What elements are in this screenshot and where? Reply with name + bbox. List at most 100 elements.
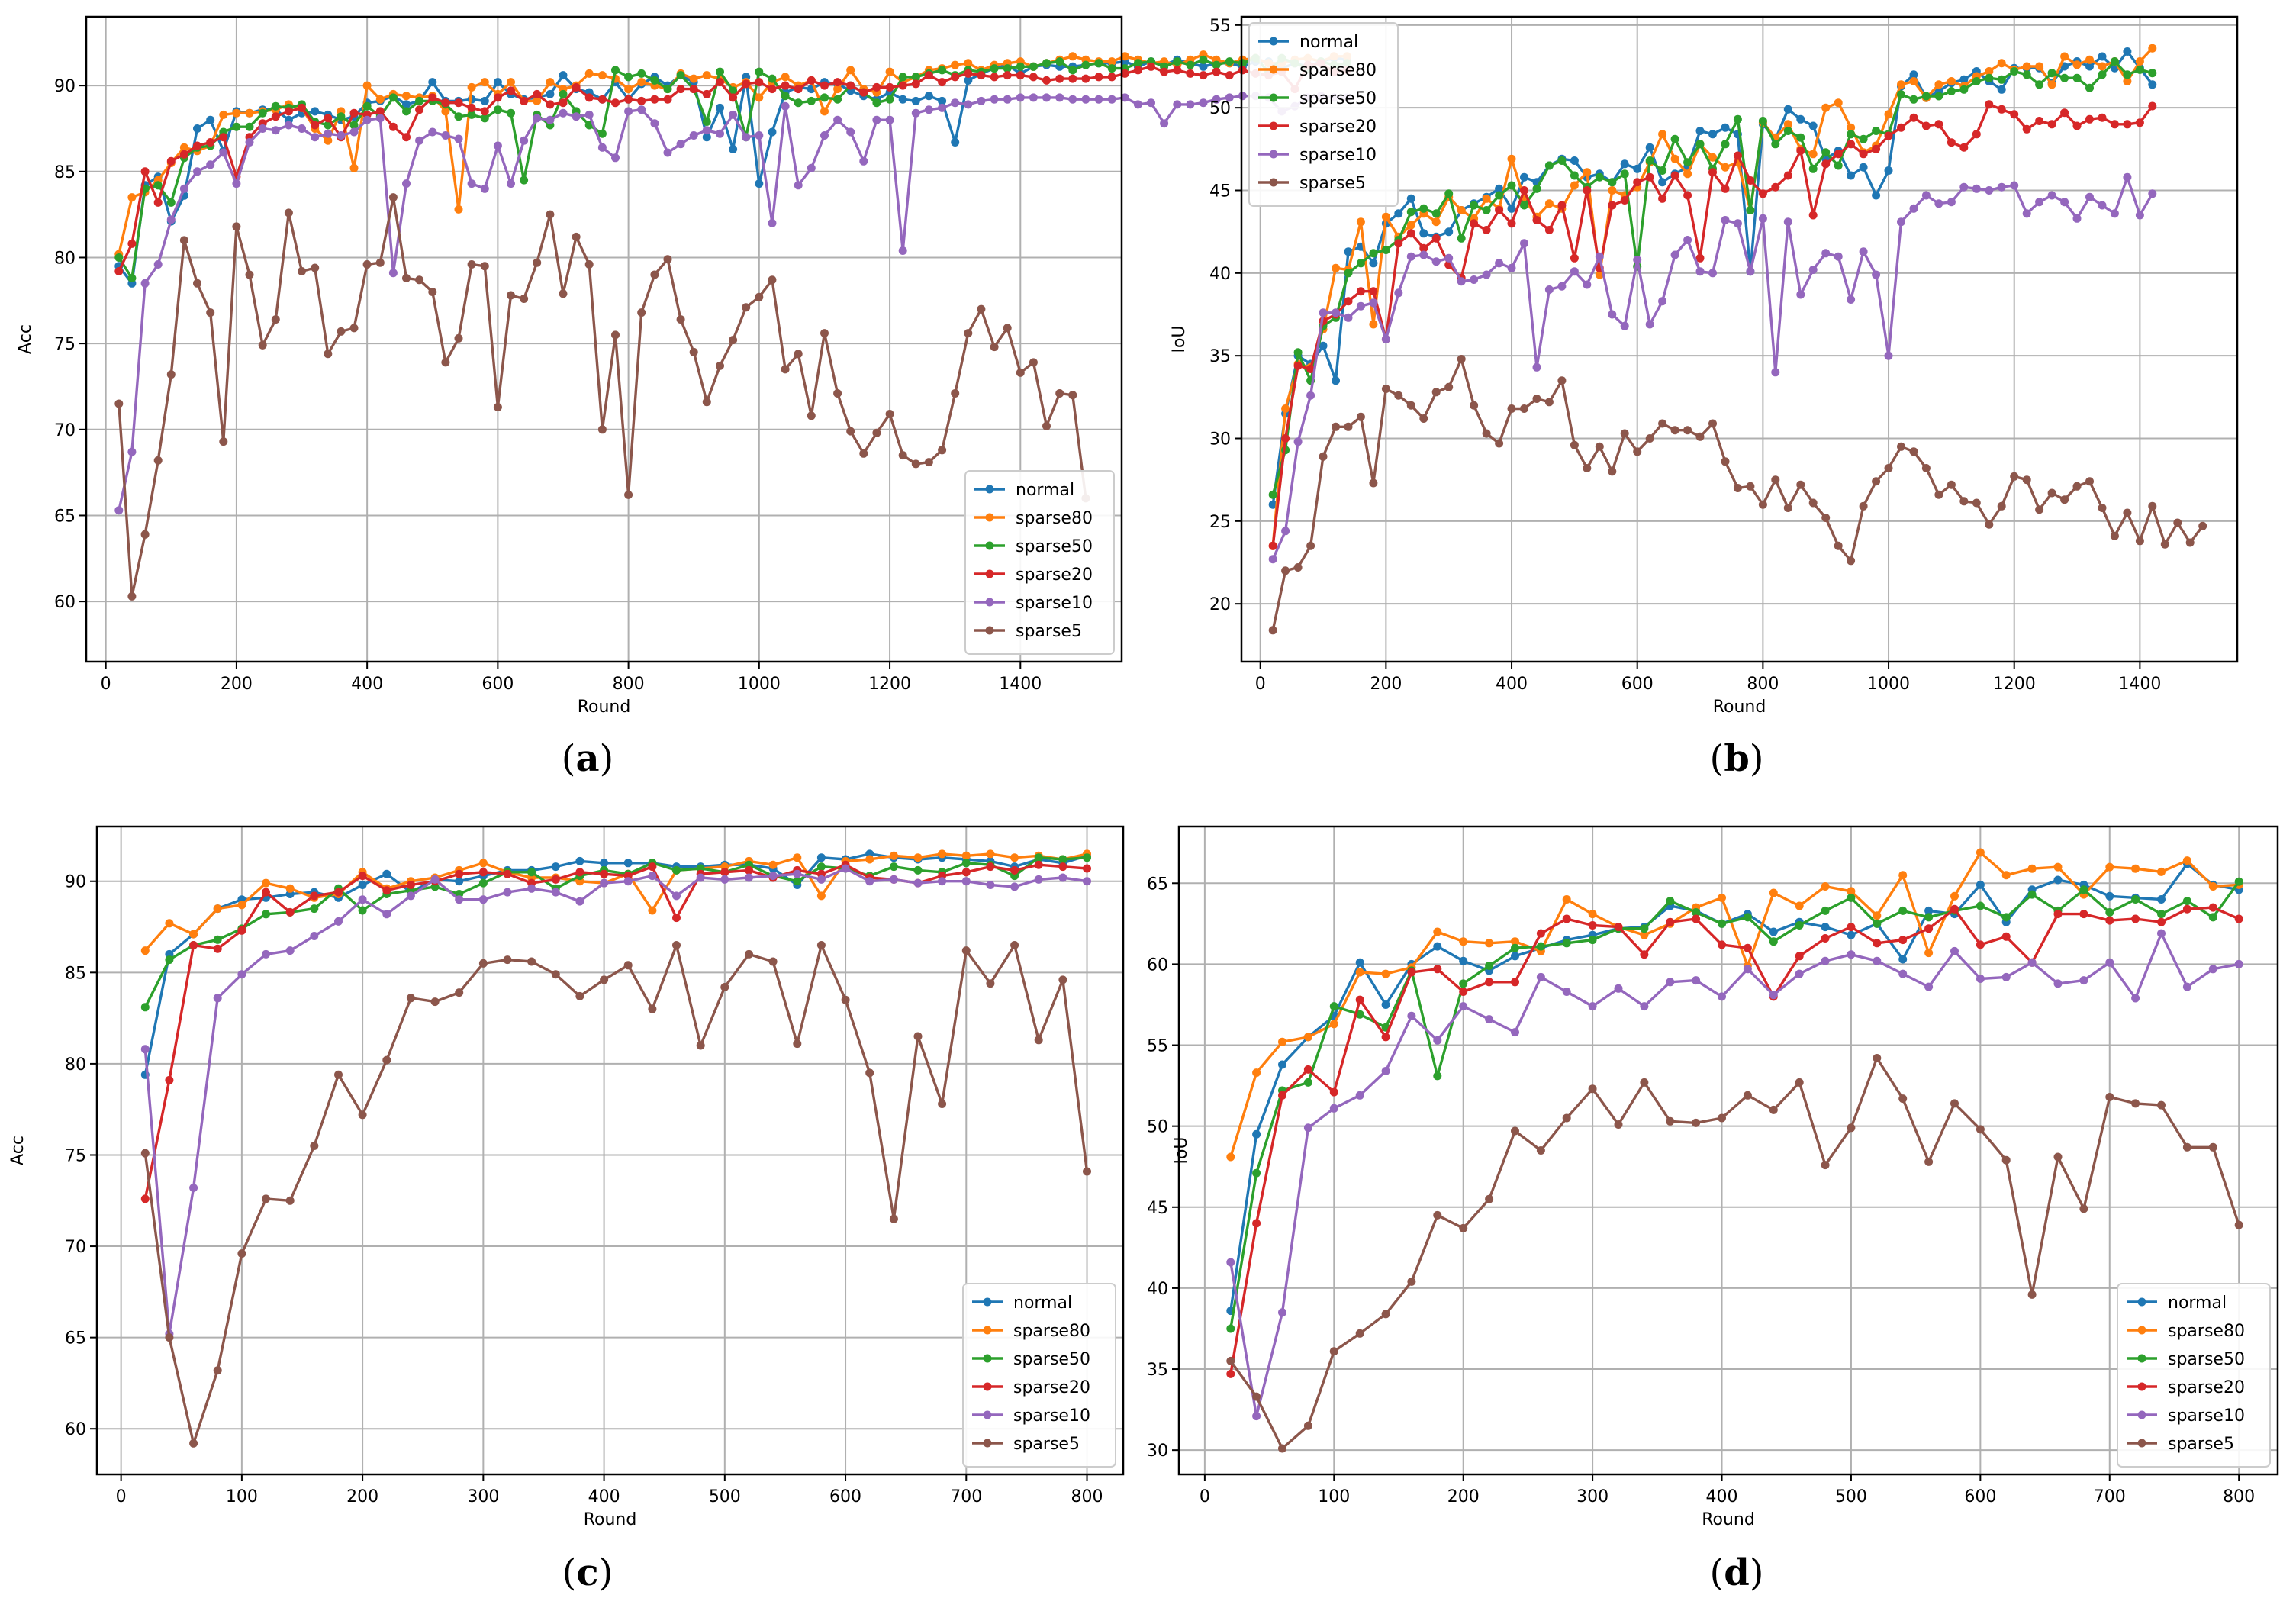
legend: normal sparse80 sparse50 sparse20 sparse10 sp…	[964, 470, 1115, 655]
data-point	[1583, 186, 1592, 195]
data-point	[1147, 62, 1155, 71]
data-point	[2157, 1100, 2166, 1110]
data-point	[885, 95, 894, 104]
data-point	[311, 121, 320, 130]
data-point	[1303, 1078, 1312, 1087]
legend-swatch-marker	[983, 1354, 992, 1363]
data-point	[1507, 404, 1516, 413]
data-point	[206, 308, 215, 317]
data-point	[2053, 875, 2063, 884]
data-point	[1459, 1223, 1468, 1232]
x-tick-label: 400	[351, 675, 383, 694]
data-point	[648, 872, 657, 881]
data-point	[1507, 204, 1516, 213]
x-tick-label: 0	[101, 675, 111, 694]
legend-swatch-marker	[983, 1326, 992, 1335]
y-tick-label: 60	[54, 593, 76, 612]
x-tick-label: 500	[709, 1487, 741, 1506]
data-point	[729, 86, 738, 95]
data-point	[1976, 880, 1985, 889]
data-point	[2047, 488, 2056, 498]
data-point	[1959, 75, 1969, 84]
data-point	[1199, 98, 1208, 108]
data-point	[1394, 391, 1403, 400]
data-point	[575, 868, 584, 877]
data-point	[1847, 930, 1856, 939]
data-point	[1608, 201, 1617, 210]
data-point	[551, 888, 560, 897]
y-tick-label: 70	[54, 421, 76, 440]
data-point	[1795, 969, 1804, 978]
data-point	[1645, 434, 1654, 443]
data-point	[1356, 218, 1365, 227]
data-point	[1520, 404, 1528, 413]
data-point	[611, 153, 620, 163]
data-point	[600, 859, 609, 868]
data-point	[1212, 67, 1221, 76]
data-point	[807, 411, 816, 420]
data-point	[285, 884, 295, 893]
data-point	[584, 69, 594, 78]
data-point	[454, 112, 463, 121]
panel-caption: (b)	[1709, 737, 1763, 780]
data-point	[1226, 1356, 1235, 1365]
data-point	[964, 100, 973, 109]
y-tick-label: 90	[65, 873, 86, 892]
data-point	[1796, 480, 1805, 489]
data-point	[1808, 150, 1818, 159]
data-point	[1909, 113, 1918, 122]
data-point	[2035, 505, 2044, 514]
data-point	[1620, 160, 1629, 169]
data-point	[1683, 169, 1692, 179]
data-point	[2001, 871, 2011, 880]
data-point	[232, 122, 241, 131]
data-point	[2110, 209, 2119, 218]
data-point	[430, 875, 440, 884]
data-point	[311, 133, 320, 142]
data-point	[1562, 939, 1571, 948]
data-point	[1344, 297, 1353, 306]
data-point	[1459, 979, 1468, 988]
data-point	[2072, 60, 2082, 69]
data-point	[375, 107, 385, 116]
data-point	[1588, 1084, 1597, 1094]
data-point	[1482, 194, 1491, 203]
data-point	[1495, 259, 1504, 268]
series-sparse80	[140, 849, 1091, 955]
data-point	[1083, 1167, 1091, 1176]
data-point	[1083, 877, 1091, 886]
data-point	[2208, 913, 2217, 922]
data-point	[794, 98, 803, 108]
data-point	[1909, 70, 1918, 79]
data-point	[1029, 72, 1038, 82]
data-point	[1583, 280, 1592, 289]
data-point	[1909, 95, 1918, 104]
data-point	[1329, 1347, 1338, 1356]
data-point	[1306, 365, 1315, 373]
data-point	[1520, 239, 1528, 248]
data-point	[816, 875, 826, 884]
data-point	[2072, 121, 2082, 130]
y-tick-label: 80	[65, 1055, 86, 1075]
series-line-sparse80	[144, 852, 1087, 952]
data-point	[2079, 976, 2088, 985]
data-point	[1808, 164, 1818, 173]
data-point	[1329, 1088, 1338, 1097]
data-point	[755, 93, 764, 102]
data-point	[284, 208, 293, 218]
data-point	[334, 1070, 343, 1079]
data-point	[1433, 1036, 1442, 1045]
data-point	[572, 82, 581, 92]
data-point	[702, 89, 711, 98]
data-point	[1226, 1324, 1235, 1333]
data-point	[1431, 218, 1441, 227]
data-point	[623, 961, 633, 970]
data-point	[611, 330, 620, 340]
data-point	[1507, 219, 1516, 228]
data-point	[1997, 85, 2006, 94]
data-point	[140, 1149, 150, 1158]
y-tick-label: 65	[65, 1329, 86, 1348]
data-point	[1278, 1091, 1286, 1100]
data-point	[1306, 391, 1315, 400]
data-point	[237, 1249, 246, 1258]
